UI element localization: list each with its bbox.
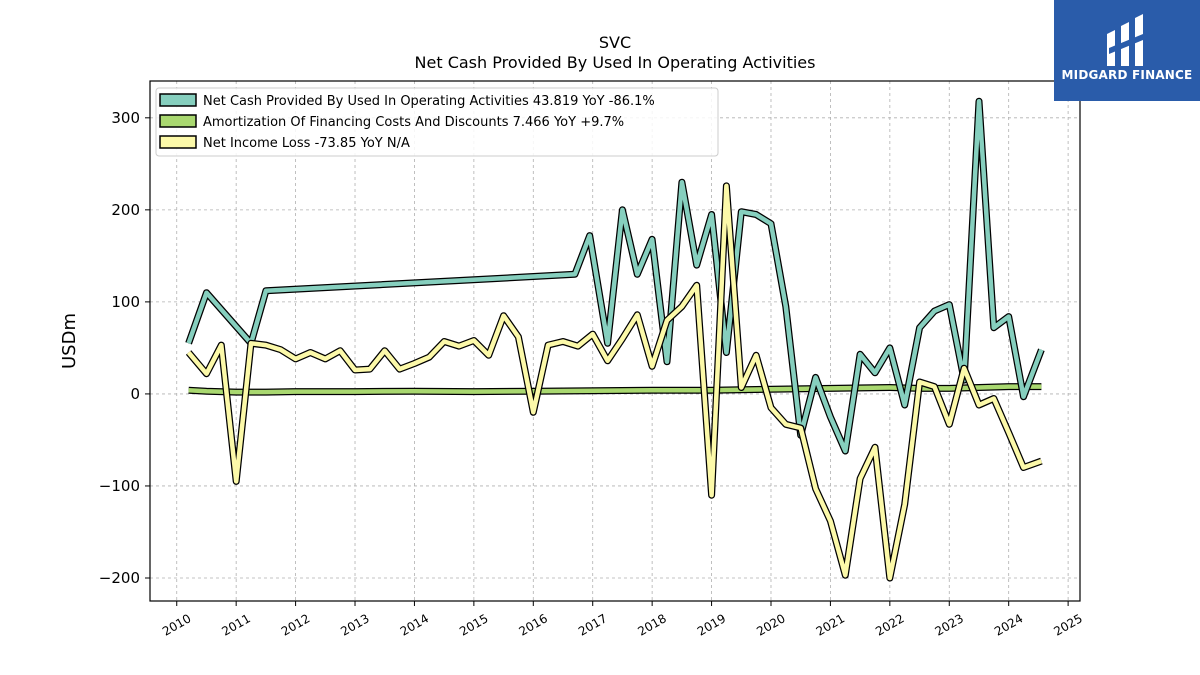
y-tick-label: 300 <box>111 109 140 127</box>
x-tick-label: 2014 <box>398 611 431 638</box>
grid <box>150 81 1080 601</box>
y-tick-label: −100 <box>99 477 140 495</box>
y-tick-label: −200 <box>99 569 140 587</box>
x-tick-label: 2019 <box>695 611 728 638</box>
legend-label: Amortization Of Financing Costs And Disc… <box>203 115 624 130</box>
y-tick-label: 200 <box>111 201 140 219</box>
x-tick-label: 2022 <box>873 611 906 638</box>
x-tick-label: 2020 <box>754 611 787 638</box>
logo-badge: MIDGARD FINANCE <box>1054 0 1200 101</box>
series-line <box>188 384 1042 395</box>
x-tick-label: 2025 <box>1051 611 1084 638</box>
x-tick-label: 2012 <box>279 611 312 638</box>
x-tick-label: 2023 <box>933 611 966 638</box>
x-tick-label: 2010 <box>160 611 193 638</box>
y-tick-label: 100 <box>111 293 140 311</box>
x-tick-label: 2015 <box>457 611 490 638</box>
chart-subtitle: Net Cash Provided By Used In Operating A… <box>415 53 816 72</box>
x-tick-label: 2024 <box>992 611 1025 638</box>
legend-swatch <box>159 93 197 107</box>
legend-label: Net Income Loss -73.85 YoY N/A <box>203 136 410 151</box>
x-tick-label: 2021 <box>814 611 847 638</box>
chart-title: SVC <box>599 33 631 52</box>
legend-box <box>155 87 719 157</box>
legend-label: Net Cash Provided By Used In Operating A… <box>203 94 655 109</box>
x-tick-label: 2018 <box>635 611 668 638</box>
series-outline <box>185 182 1043 582</box>
x-tick-label: 2017 <box>576 611 609 638</box>
legend-swatch <box>159 135 197 149</box>
logo-text: MIDGARD FINANCE <box>1061 68 1193 82</box>
y-axis-label: USDm <box>59 313 80 369</box>
x-tick-label: 2016 <box>517 611 550 638</box>
x-tick-label: 2011 <box>219 611 252 638</box>
legend: Net Cash Provided By Used In Operating A… <box>155 87 719 157</box>
legend-swatch <box>159 114 197 128</box>
y-tick-label: 0 <box>130 385 140 403</box>
x-tick-label: 2013 <box>338 611 371 638</box>
series-line <box>186 98 1044 454</box>
plot-frame <box>149 80 1081 602</box>
midgard-logo-icon <box>1107 14 1143 66</box>
series-line <box>186 183 1043 581</box>
series-layer <box>185 97 1045 582</box>
